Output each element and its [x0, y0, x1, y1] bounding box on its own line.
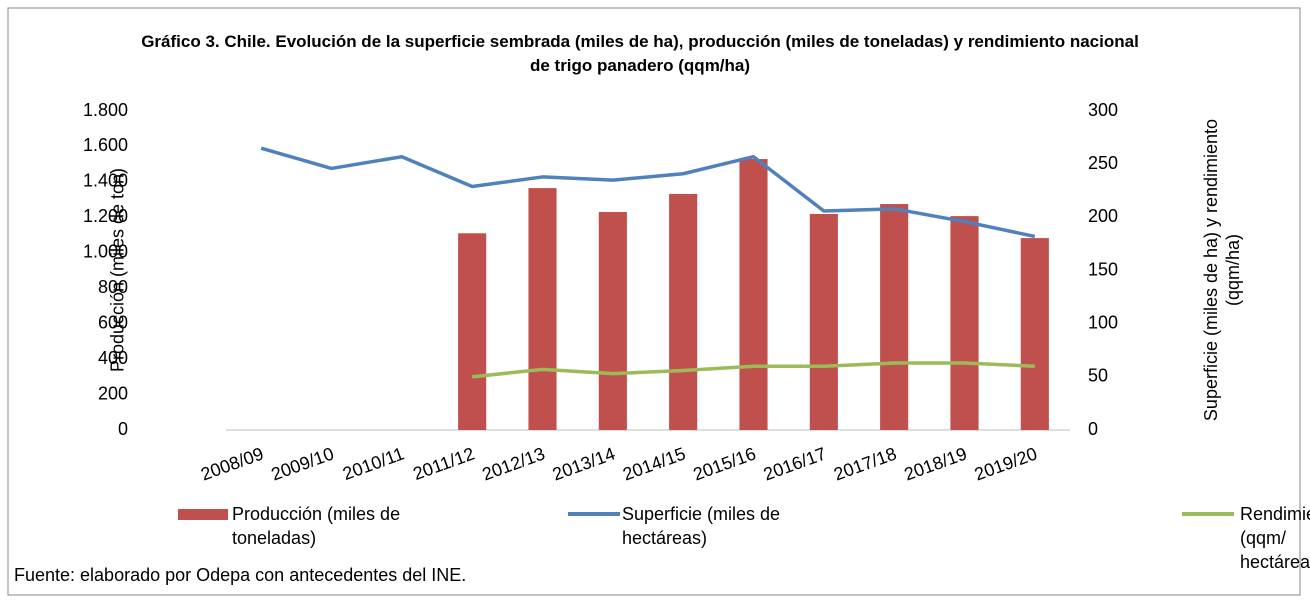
y2-tick-label: 100	[1088, 312, 1118, 332]
bar	[880, 204, 909, 430]
y-tick-label: 800	[98, 277, 128, 297]
y2-tick-label: 200	[1088, 206, 1118, 226]
chart-title: Gráfico 3. Chile. Evolución de la superf…	[141, 32, 1139, 75]
frame	[7, 7, 1301, 596]
bar	[739, 159, 768, 430]
y-tick-label: 1.000	[83, 242, 128, 262]
bar	[528, 188, 557, 430]
bar	[950, 216, 979, 430]
y2-tick-label: 0	[1088, 419, 1098, 439]
legend-label: Superficie (miles de hectáreas)	[622, 504, 781, 548]
legend-label: Producción (miles de toneladas)	[232, 504, 401, 548]
y-tick-label: 200	[98, 383, 128, 403]
y-axis-label: Producción (miles de ton)	[107, 167, 128, 373]
bar	[598, 212, 627, 430]
bar	[1020, 238, 1049, 430]
line-series	[471, 361, 1035, 379]
y-tick-label: 1.600	[83, 135, 128, 155]
y-tick-label: 1.400	[83, 171, 128, 191]
bar	[669, 193, 698, 430]
source-note: Fuente: elaborado por Odepa con antecede…	[14, 565, 467, 585]
y-tick-label: 1.200	[83, 206, 128, 226]
bar	[809, 213, 838, 430]
y-tick-label: 1.800	[83, 100, 128, 120]
y2-tick-label: 300	[1088, 100, 1118, 120]
legend-swatch	[178, 509, 228, 520]
y2-tick-label: 150	[1088, 259, 1118, 279]
y2-axis-label: Superficie (miles de ha) y rendimiento (…	[1201, 118, 1243, 422]
bar	[458, 233, 487, 430]
y-tick-label: 600	[98, 312, 128, 332]
y-tick-label: 400	[98, 348, 128, 368]
y2-tick-label: 50	[1088, 366, 1108, 386]
line-series	[260, 146, 1036, 239]
legend-label: Rendimiento (qqm/ hectárea)	[1240, 504, 1310, 572]
y2-tick-label: 250	[1088, 153, 1118, 173]
y-tick-label: 0	[118, 419, 128, 439]
